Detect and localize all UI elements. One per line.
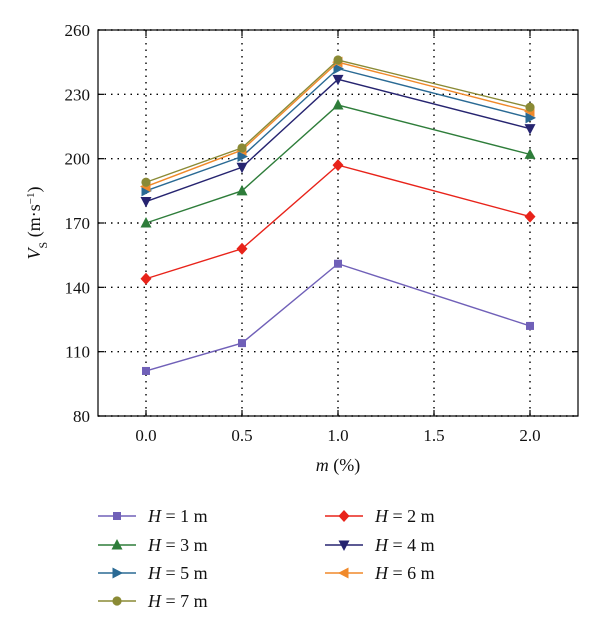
series-h-4m: [140, 74, 536, 208]
series-line: [145, 67, 531, 192]
legend-marker: [338, 510, 350, 522]
legend: H = 1 m H = 2 m H = 3 m H = 4 m H = 5 m H = 6…: [98, 506, 435, 611]
legend-item: H = 7 m: [98, 591, 208, 611]
series-line: [145, 104, 531, 224]
x-axis-unit: (%): [329, 455, 360, 476]
data-point: [526, 321, 534, 330]
data-point: [332, 159, 344, 172]
data-point: [238, 339, 246, 348]
series-line: [145, 59, 531, 183]
legend-item: H = 1 m: [98, 506, 208, 526]
data-point: [236, 162, 248, 174]
data-point: [332, 74, 344, 86]
data-point: [333, 63, 344, 75]
x-tick-label: 0.0: [135, 426, 156, 445]
data-point: [525, 102, 535, 112]
legend-item: H = 6 m: [325, 563, 435, 583]
series-group: [140, 55, 536, 375]
x-axis-variable: m: [316, 455, 329, 475]
legend-label: H = 7 m: [147, 591, 208, 611]
x-tick-label: 0.5: [231, 426, 252, 445]
x-tick-label: 2.0: [519, 426, 540, 445]
y-axis-variable: V: [24, 246, 44, 259]
legend-marker: [112, 596, 122, 606]
data-point: [334, 259, 342, 268]
data-point: [236, 184, 248, 196]
y-axis-unit-close: ): [24, 187, 45, 193]
y-tick-label: 260: [65, 21, 91, 40]
y-tick-label: 110: [65, 343, 90, 362]
data-point: [142, 366, 150, 375]
legend-label: H = 2 m: [374, 506, 435, 526]
grid: [98, 29, 578, 417]
y-axis-superscript: −1: [25, 193, 37, 205]
axis-ticks: 0.0 0.5 1.0 1.5 2.0 80 110 140 170 200 230 260: [65, 21, 578, 445]
data-point: [140, 217, 152, 228]
legend-marker: [113, 512, 121, 520]
series-line: [145, 78, 531, 203]
series-h-3m: [140, 99, 536, 228]
data-point: [237, 143, 247, 153]
legend-item: H = 4 m: [325, 535, 435, 555]
legend-label: H = 5 m: [147, 563, 208, 583]
y-tick-label: 230: [65, 85, 91, 104]
data-point: [140, 272, 152, 285]
y-tick-label: 140: [65, 278, 91, 297]
y-tick-label: 200: [65, 150, 91, 169]
data-point: [236, 242, 248, 255]
legend-marker: [112, 567, 123, 579]
legend-label: H = 3 m: [147, 535, 208, 555]
y-tick-label: 170: [65, 214, 91, 233]
legend-item: H = 5 m: [98, 563, 208, 583]
data-point: [524, 210, 536, 223]
legend-marker: [111, 539, 123, 550]
data-point: [524, 124, 536, 135]
x-tick-label: 1.5: [423, 426, 444, 445]
y-tick-label: 80: [73, 407, 90, 426]
data-point: [332, 99, 344, 110]
series-h-7m: [141, 55, 535, 187]
legend-label: H = 6 m: [374, 563, 435, 583]
data-point: [333, 55, 343, 65]
legend-marker: [338, 540, 350, 551]
series-line: [145, 262, 531, 372]
data-point: [140, 197, 152, 208]
legend-label: H = 1 m: [147, 506, 208, 526]
x-tick-label: 1.0: [327, 426, 348, 445]
data-point: [524, 148, 536, 159]
data-point: [141, 177, 151, 187]
y-axis-unit: (m·s: [24, 204, 45, 242]
y-axis-label: VS (m·s−1): [24, 187, 50, 260]
x-axis-label: m (%): [316, 455, 360, 476]
legend-label: H = 4 m: [374, 535, 435, 555]
legend-item: H = 3 m: [98, 535, 208, 555]
legend-item: H = 2 m: [325, 506, 435, 526]
series-line: [145, 61, 531, 188]
series-h-2m: [140, 159, 536, 285]
series-h-1m: [142, 259, 534, 375]
series-line: [145, 164, 531, 280]
data-point: [237, 151, 248, 163]
legend-marker: [338, 567, 349, 579]
y-axis-subscript: S: [36, 242, 50, 249]
data-point: [525, 112, 536, 124]
